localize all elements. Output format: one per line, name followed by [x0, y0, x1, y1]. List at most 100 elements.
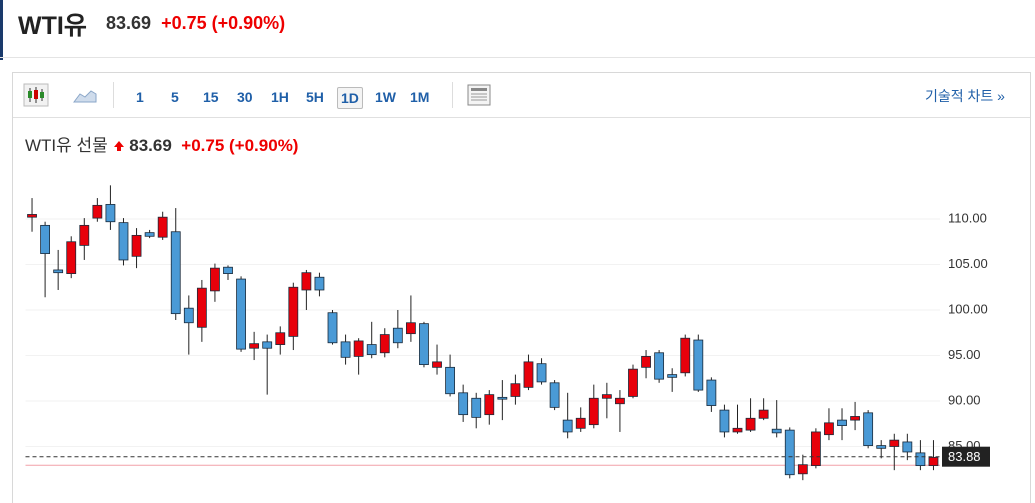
- candle-body: [183, 307, 194, 324]
- candle-body: [405, 322, 416, 335]
- candle-body: [706, 379, 717, 406]
- candle-body: [236, 278, 246, 350]
- candle-body: [27, 214, 37, 218]
- separator: [113, 82, 114, 108]
- candle-body: [510, 383, 521, 397]
- candle-body: [105, 204, 116, 223]
- area-icon[interactable]: [72, 84, 98, 106]
- candle-body: [523, 361, 534, 388]
- candle-body: [719, 409, 730, 433]
- candle-body: [497, 396, 508, 400]
- candle-body: [40, 224, 50, 254]
- interval-button[interactable]: 30: [237, 89, 253, 105]
- candle-body: [915, 452, 926, 467]
- change-pct: (+0.90%): [211, 13, 286, 33]
- candle-body: [314, 276, 325, 291]
- candle-body: [471, 397, 482, 418]
- y-tick-label: 110.00: [948, 210, 987, 225]
- candle-body: [693, 339, 704, 391]
- candle-body: [850, 416, 860, 421]
- y-tick-label: 90.00: [948, 392, 981, 407]
- candle-body: [797, 464, 808, 475]
- candle-body: [223, 266, 233, 275]
- candle-body: [340, 341, 351, 358]
- price: 83.69: [106, 13, 152, 33]
- chart-card: [12, 72, 1031, 503]
- candle-body: [79, 224, 90, 246]
- candle-body: [784, 429, 795, 476]
- header-divider: [0, 57, 1035, 58]
- candle-body: [745, 417, 756, 431]
- header-price: 83.69 +0.75 (+0.90%): [106, 13, 285, 34]
- candle-body: [771, 428, 782, 434]
- chart-price: 83.69: [129, 136, 172, 155]
- candle-body: [157, 216, 168, 238]
- toolbar-divider: [13, 117, 1030, 118]
- candle-body: [419, 323, 429, 365]
- candle-body: [301, 272, 312, 291]
- candle-body: [575, 417, 586, 429]
- candle-body: [53, 269, 64, 274]
- interval-button[interactable]: 5: [171, 89, 179, 105]
- candle-body: [628, 368, 638, 397]
- candle-body: [445, 366, 455, 395]
- candle-body: [588, 397, 599, 426]
- candle-body: [824, 422, 834, 436]
- up-arrow: [113, 141, 124, 151]
- candle-body: [366, 344, 377, 355]
- candle-body: [641, 356, 651, 368]
- candle-body: [601, 394, 612, 399]
- candle-body: [66, 241, 77, 275]
- candle-body: [249, 343, 260, 349]
- chart-title: WTI유 선물: [25, 136, 108, 155]
- candle-body: [549, 382, 560, 408]
- change: +0.75: [161, 13, 207, 33]
- interval-button[interactable]: 15: [203, 89, 219, 105]
- header-title: WTI유: [18, 12, 87, 40]
- candle-body: [654, 352, 665, 380]
- candle-body: [262, 341, 273, 349]
- candle-body: [432, 361, 442, 368]
- interval-button[interactable]: 1: [136, 89, 144, 105]
- chart-title-row: WTI유 선물 83.69 +0.75 (+0.90%): [25, 131, 298, 156]
- candle-body: [458, 392, 469, 416]
- candle-body: [484, 394, 495, 416]
- y-tick-label: 105.00: [948, 256, 988, 271]
- candle-body: [118, 222, 129, 261]
- interval-button[interactable]: 1M: [410, 89, 430, 105]
- candle-body: [144, 232, 155, 237]
- chart-change-pct: (+0.90%): [229, 136, 299, 155]
- candle-body: [889, 439, 900, 447]
- candle-body: [758, 409, 769, 419]
- last-price-box: [942, 446, 990, 467]
- candle-body: [392, 327, 403, 344]
- candle-body: [131, 234, 142, 257]
- technical-chart-link[interactable]: 기술적 차트 »: [925, 88, 1005, 104]
- table-icon[interactable]: [466, 83, 492, 107]
- interval-button[interactable]: 1D: [337, 87, 363, 109]
- candle-body: [92, 204, 103, 219]
- candle-body: [210, 267, 220, 292]
- candle-body: [928, 457, 939, 467]
- y-tick-label: 95.00: [948, 347, 981, 362]
- candle-body: [327, 312, 338, 344]
- interval-button[interactable]: 1H: [271, 89, 289, 105]
- candle-body: [196, 287, 207, 328]
- interval-button[interactable]: 5H: [306, 89, 324, 105]
- candle-body: [379, 334, 390, 354]
- candle-body: [615, 397, 625, 405]
- last-price-label: 83.88: [948, 449, 981, 464]
- candle-body: [902, 441, 913, 453]
- candle-body: [837, 419, 847, 426]
- candle-body: [667, 374, 678, 378]
- candle-icon[interactable]: [22, 82, 50, 108]
- candle-body: [810, 431, 821, 467]
- candle-body: [562, 419, 573, 433]
- candle-body: [732, 427, 743, 433]
- candle-body: [876, 445, 887, 449]
- candle-body: [288, 286, 299, 337]
- interval-button[interactable]: 1W: [375, 89, 396, 105]
- candle-body: [353, 340, 364, 357]
